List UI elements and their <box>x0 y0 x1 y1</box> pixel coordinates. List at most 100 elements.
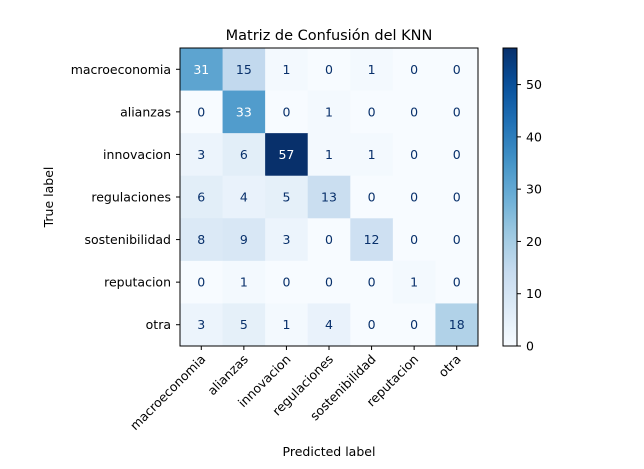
cell-value-label: 33 <box>236 104 252 119</box>
heatmap-cell <box>180 133 224 177</box>
heatmap-cell <box>350 218 394 262</box>
heatmap-cell <box>265 133 309 177</box>
cell-value-label: 12 <box>364 232 380 247</box>
y-tick-label: otra <box>146 317 171 332</box>
heatmap-cell <box>435 48 479 92</box>
cell-value-label: 4 <box>240 190 248 205</box>
cell-value-label: 1 <box>368 147 376 162</box>
cell-value-label: 0 <box>453 232 461 247</box>
cell-value-label: 5 <box>282 190 290 205</box>
y-tick-label: macroeconomia <box>71 62 171 77</box>
cell-value-label: 18 <box>449 317 465 332</box>
chart-title: Matriz de Confusión del KNN <box>226 28 433 44</box>
y-axis-ticks: macroeconomia alianzas innovacion regulacio… <box>71 62 180 332</box>
heatmap-cell <box>435 303 479 347</box>
cell-value-label: 1 <box>325 147 333 162</box>
cell-value-label: 1 <box>410 275 418 290</box>
cell-value-label: 0 <box>410 317 418 332</box>
cell-value-label: 0 <box>410 232 418 247</box>
heatmap-cell <box>222 90 266 134</box>
heatmap-cell <box>265 48 309 92</box>
cell-value-label: 0 <box>325 62 333 77</box>
cell-value-label: 6 <box>240 147 248 162</box>
colorbar-gradient <box>502 47 518 347</box>
cell-value-label: 0 <box>453 104 461 119</box>
cell-value-label: 15 <box>236 62 252 77</box>
cell-value-label: 0 <box>453 190 461 205</box>
cell-value-label: 3 <box>197 147 205 162</box>
heatmap-cell <box>350 48 394 92</box>
heatmap-cell <box>180 90 224 134</box>
cell-value-label: 3 <box>282 232 290 247</box>
cell-value-label: 31 <box>193 62 209 77</box>
cell-value-label: 0 <box>368 190 376 205</box>
x-axis-ticks: macroeconomiaalianzasinnovacionregulacio… <box>127 346 464 433</box>
heatmap-cell <box>180 218 224 262</box>
heatmap-cell <box>265 218 309 262</box>
y-tick-label: innovacion <box>103 147 171 162</box>
heatmap-cell <box>180 175 224 219</box>
heatmap-cell <box>435 133 479 177</box>
colorbar-tick-label: 10 <box>526 286 542 301</box>
heatmap-cell <box>350 90 394 134</box>
cell-value-label: 57 <box>278 147 294 162</box>
heatmap-cell <box>307 175 351 219</box>
heatmap-cell <box>350 260 394 304</box>
cell-value-label: 3 <box>197 317 205 332</box>
heatmap-cell <box>180 260 224 304</box>
cell-value-label: 1 <box>282 317 290 332</box>
x-tick-label: otra <box>435 352 464 381</box>
heatmap-cell <box>435 175 479 219</box>
heatmap-cells <box>180 48 479 347</box>
y-tick-label: sostenibilidad <box>84 232 171 247</box>
cell-value-label: 0 <box>197 104 205 119</box>
cell-value-label: 0 <box>325 232 333 247</box>
heatmap-cell <box>392 303 436 347</box>
cell-value-label: 6 <box>197 190 205 205</box>
colorbar-tick-label: 0 <box>526 339 534 354</box>
heatmap-cell <box>392 90 436 134</box>
colorbar-tick-label: 20 <box>526 234 542 249</box>
heatmap-cell <box>307 260 351 304</box>
cell-value-label: 0 <box>410 147 418 162</box>
heatmap-cell <box>435 90 479 134</box>
colorbar-tick-label: 30 <box>526 182 542 197</box>
cell-value-label: 9 <box>240 232 248 247</box>
cell-value-labels: 31 15 1 0 1 0 00 33 0 1 0 0 03 6 57 1 1 0 06 4 5 13 0 0 08 9 3 0 12 0… <box>193 62 464 332</box>
cell-value-label: 0 <box>410 62 418 77</box>
cell-value-label: 0 <box>368 104 376 119</box>
cell-value-label: 0 <box>368 317 376 332</box>
heatmap-cell <box>265 90 309 134</box>
heatmap-cell <box>307 48 351 92</box>
heatmap-cell <box>350 303 394 347</box>
colorbar-ticks: 0 10 20 30 40 50 <box>517 77 542 354</box>
cell-value-label: 0 <box>453 147 461 162</box>
heatmap-cell <box>435 260 479 304</box>
colorbar-tick-label: 50 <box>526 77 542 92</box>
heatmap-cell <box>307 133 351 177</box>
cell-value-label: 0 <box>282 275 290 290</box>
cell-value-label: 0 <box>368 275 376 290</box>
x-tick-label: macroeconomia <box>127 352 209 434</box>
cell-value-label: 0 <box>410 190 418 205</box>
cell-value-label: 0 <box>197 275 205 290</box>
cell-value-label: 0 <box>325 275 333 290</box>
cell-value-label: 0 <box>453 62 461 77</box>
heatmap-cell <box>180 303 224 347</box>
y-tick-label: reputacion <box>104 275 171 290</box>
cell-value-label: 8 <box>197 232 205 247</box>
heatmap-cell <box>180 48 224 92</box>
colorbar: 0 10 20 30 40 50 <box>502 47 542 354</box>
heatmap-cell <box>222 133 266 177</box>
colorbar-tick-label: 40 <box>526 129 542 144</box>
heatmap-cell <box>350 175 394 219</box>
cell-value-label: 0 <box>282 104 290 119</box>
heatmap-cell <box>222 175 266 219</box>
heatmap-cell <box>392 218 436 262</box>
cell-value-label: 1 <box>282 62 290 77</box>
cell-value-label: 5 <box>240 317 248 332</box>
heatmap-cell <box>307 303 351 347</box>
heatmap-cell <box>222 303 266 347</box>
heatmap-cell <box>222 260 266 304</box>
